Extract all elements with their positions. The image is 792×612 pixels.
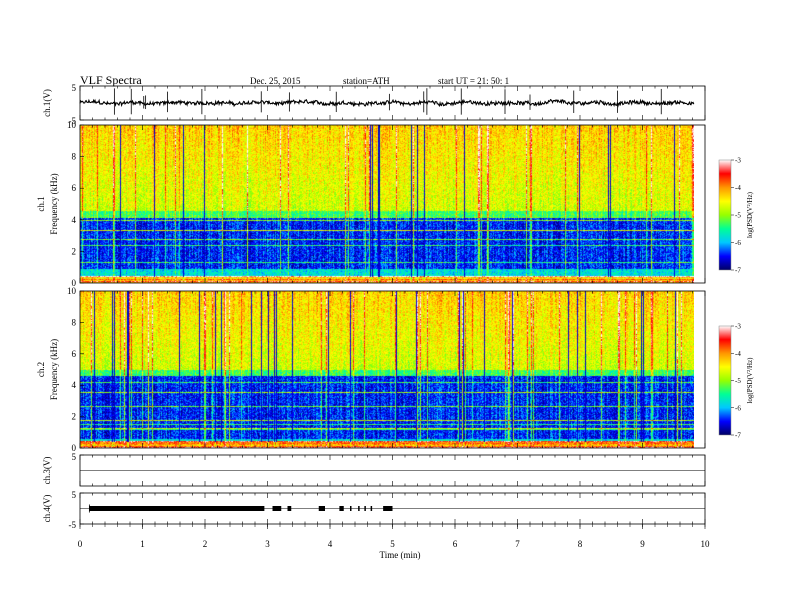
y-axis-label: Frequency (kHz)	[49, 173, 59, 234]
ch4-burst	[339, 506, 344, 511]
x-tick-label: 6	[453, 539, 458, 549]
ch4-burst	[383, 506, 393, 511]
start-time-label: start UT = 21: 50: 1	[438, 76, 509, 86]
x-tick-label: 4	[328, 539, 333, 549]
ch2-spectrogram: 0 2 4 6 8 10 ch.2 Frequency (kHz) -3 -4 -5 -6 -7 log(…	[36, 286, 754, 453]
y-axis-label: ch.4(V)	[42, 495, 52, 523]
y-tick-label: 2	[72, 246, 77, 256]
x-tick-label: 9	[640, 539, 645, 549]
x-tick-label: 10	[701, 539, 711, 549]
colorbar-gradient	[718, 325, 732, 436]
colorbar-tick-label: -6	[735, 404, 741, 412]
date-label: Dec. 25, 2015	[250, 76, 301, 86]
colorbar: -3 -4 -5 -6 -7 log(PSD(V²/Hz)	[718, 323, 754, 440]
y-tick-label: 0	[72, 278, 77, 288]
y-tick-label: 5	[72, 83, 77, 93]
colorbar-gradient	[718, 159, 732, 271]
y-tick-label: 8	[72, 317, 77, 327]
y-tick-label: 0	[72, 443, 77, 453]
ch4-burst	[318, 506, 325, 511]
colorbar-tick-label: -4	[735, 350, 741, 358]
x-tick-label: 7	[515, 539, 520, 549]
y-axis-label: ch.3(V)	[42, 457, 52, 485]
colorbar: -3 -4 -5 -6 -7 log(PSD(V²/Hz)	[718, 157, 754, 275]
ch4-waveform: 5 -5 ch.4(V)	[42, 490, 706, 530]
x-tick-label: 8	[578, 539, 583, 549]
colorbar-tick-label: -7	[735, 267, 741, 275]
y-tick-label: 4	[72, 215, 77, 225]
ch1-spectrogram: 0 2 4 6 8 10 ch.1 Frequency (kHz) -3 -4 -5 -6 -7 log(…	[36, 120, 754, 288]
ch1-trace	[79, 98, 695, 108]
y-tick-label: 4	[72, 380, 77, 390]
x-tick-label: 0	[78, 539, 83, 549]
figure-title: VLF Spectra	[80, 73, 142, 87]
x-axis: 0 1 2 3 4 5 6 7 8 9 10	[78, 524, 710, 549]
y-tick-label: 6	[72, 349, 77, 359]
spectrogram-image	[80, 125, 694, 283]
colorbar-tick-label: -7	[735, 432, 741, 440]
y-tick-label: 10	[67, 286, 77, 296]
ch3-waveform: 5 ch.3(V)	[42, 452, 706, 487]
colorbar-label: log(PSD(V²/Hz)	[746, 191, 754, 238]
x-tick-label: 3	[265, 539, 270, 549]
spectrogram-image	[80, 291, 694, 448]
ch1-waveform: 5 -5 ch.1(V)	[42, 83, 706, 126]
y-tick-label: 8	[72, 152, 77, 162]
y-tick-label: 2	[72, 412, 77, 422]
colorbar-tick-label: -3	[735, 323, 741, 331]
colorbar-tick-label: -4	[735, 184, 741, 192]
x-tick-label: 1	[140, 539, 145, 549]
y-axis-label: ch.1	[36, 196, 46, 211]
ch4-burst	[287, 506, 292, 511]
colorbar-tick-label: -3	[735, 157, 741, 165]
y-tick-label: 6	[72, 183, 77, 193]
y-axis-label: ch.2	[36, 362, 46, 377]
ch4-burst	[350, 506, 352, 511]
ch4-burst	[358, 506, 360, 511]
colorbar-tick-label: -5	[735, 212, 741, 220]
y-tick-label: 10	[67, 120, 77, 130]
colorbar-label: log(PSD(V²/Hz)	[746, 357, 754, 404]
ch4-burst	[364, 506, 366, 511]
ch4-burst	[89, 506, 265, 511]
y-tick-label: 5	[72, 452, 77, 462]
colorbar-tick-label: -6	[735, 239, 741, 247]
y-tick-label: -5	[69, 116, 77, 126]
panel-frame	[79, 85, 706, 121]
y-tick-label: -5	[69, 520, 77, 530]
x-tick-label: 5	[390, 539, 395, 549]
y-axis-label: Frequency (kHz)	[49, 339, 59, 400]
colorbar-tick-label: -5	[735, 377, 741, 385]
station-label: station=ATH	[343, 76, 390, 86]
y-axis-label: ch.1(V)	[42, 89, 52, 117]
x-tick-label: 2	[203, 539, 208, 549]
ch4-burst	[370, 506, 373, 511]
ch4-burst	[272, 506, 282, 511]
y-tick-label: 5	[72, 490, 77, 500]
x-axis-label: Time (min)	[380, 550, 421, 560]
